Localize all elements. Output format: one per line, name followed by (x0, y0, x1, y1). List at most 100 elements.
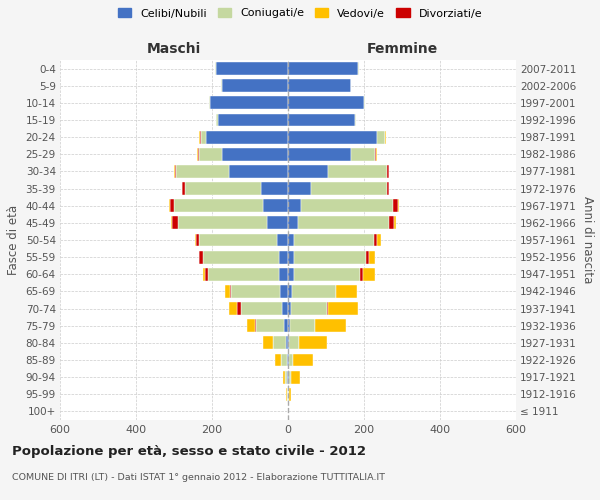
Bar (366, 250, 369, 264)
Bar (364, 96, 365, 110)
Bar (267, 216, 288, 230)
Bar (288, 336, 289, 349)
Bar (286, 370, 287, 384)
Bar (203, 250, 278, 264)
Bar (197, 148, 198, 160)
Bar (373, 234, 377, 246)
Bar (299, 336, 327, 349)
Bar (263, 200, 288, 212)
Bar (221, 80, 288, 92)
Bar (200, 130, 206, 143)
Bar (229, 302, 236, 315)
Bar (289, 354, 293, 366)
Bar (216, 62, 288, 75)
Bar (172, 216, 178, 230)
Bar (195, 234, 196, 246)
Bar (175, 165, 176, 178)
Y-axis label: Anni di nascita: Anni di nascita (581, 196, 593, 284)
Bar (292, 285, 335, 298)
Bar (208, 268, 278, 280)
Bar (350, 148, 376, 160)
Bar (199, 234, 277, 246)
Bar (377, 130, 385, 143)
Bar (316, 320, 346, 332)
Bar (196, 234, 199, 246)
Bar (210, 96, 288, 110)
Bar (170, 200, 174, 212)
Text: Popolazione per età, sesso e stato civile - 2012: Popolazione per età, sesso e stato civil… (12, 445, 366, 458)
Bar (288, 80, 350, 92)
Bar (262, 182, 288, 195)
Bar (182, 182, 185, 195)
Bar (301, 200, 392, 212)
Bar (229, 165, 288, 178)
Bar (314, 320, 316, 332)
Bar (289, 388, 291, 400)
Bar (291, 302, 327, 315)
Bar (256, 320, 284, 332)
Bar (283, 302, 288, 315)
Bar (286, 336, 288, 349)
Bar (360, 268, 363, 280)
Bar (288, 182, 311, 195)
Y-axis label: Fasce di età: Fasce di età (7, 205, 20, 275)
Bar (293, 354, 313, 366)
Bar (198, 148, 199, 160)
Bar (289, 336, 299, 349)
Bar (394, 216, 396, 230)
Bar (290, 320, 314, 332)
Bar (288, 130, 377, 143)
Bar (392, 200, 398, 212)
Bar (288, 302, 291, 315)
Bar (288, 250, 294, 264)
Bar (199, 148, 221, 160)
Bar (283, 370, 286, 384)
Bar (288, 354, 289, 366)
Bar (355, 114, 356, 126)
Bar (288, 234, 294, 246)
Text: COMUNE DI ITRI (LT) - Dati ISTAT 1° gennaio 2012 - Elaborazione TUTTITALIA.IT: COMUNE DI ITRI (LT) - Dati ISTAT 1° genn… (12, 472, 385, 482)
Bar (224, 285, 230, 298)
Bar (263, 336, 273, 349)
Bar (255, 320, 256, 332)
Bar (288, 285, 292, 298)
Bar (287, 354, 288, 366)
Bar (328, 165, 387, 178)
Bar (369, 250, 374, 264)
Bar (288, 370, 289, 384)
Bar (199, 250, 203, 264)
Bar (377, 234, 381, 246)
Bar (206, 130, 288, 143)
Bar (275, 354, 281, 366)
Bar (231, 285, 280, 298)
Bar (185, 182, 262, 195)
Bar (176, 165, 229, 178)
Bar (363, 268, 374, 280)
Bar (205, 268, 208, 280)
Bar (278, 268, 288, 280)
Bar (284, 320, 288, 332)
Bar (287, 388, 288, 400)
Bar (169, 200, 170, 212)
Bar (387, 165, 389, 178)
Bar (286, 388, 287, 400)
Text: Maschi: Maschi (147, 42, 201, 56)
Bar (328, 302, 358, 315)
Bar (387, 182, 389, 195)
Bar (288, 114, 355, 126)
Bar (203, 268, 205, 280)
Bar (236, 302, 241, 315)
Bar (288, 165, 328, 178)
Bar (287, 370, 288, 384)
Text: Femmine: Femmine (367, 42, 437, 56)
Bar (216, 114, 218, 126)
Bar (288, 200, 301, 212)
Bar (288, 96, 364, 110)
Bar (241, 302, 283, 315)
Bar (277, 234, 288, 246)
Bar (288, 62, 358, 75)
Bar (218, 114, 288, 126)
Bar (288, 320, 290, 332)
Bar (294, 250, 366, 264)
Bar (389, 216, 394, 230)
